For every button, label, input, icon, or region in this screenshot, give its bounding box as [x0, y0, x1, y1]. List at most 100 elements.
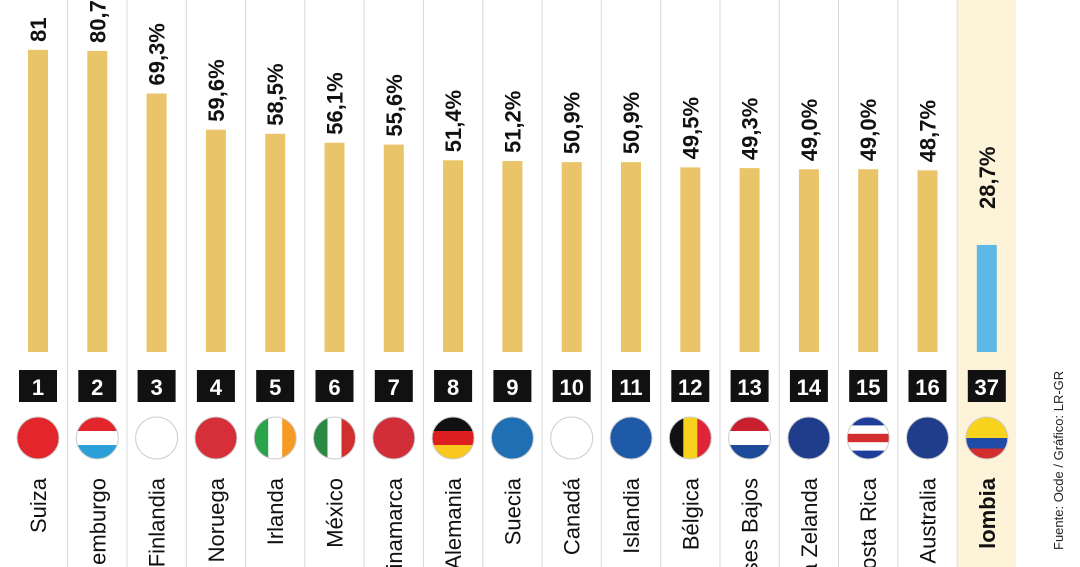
columns: 811Suiza80,72emburgo69,3%3Finlandia59,6%… — [16, 0, 1009, 567]
country-label: México — [323, 478, 348, 548]
rank: 15 — [856, 375, 880, 400]
flag — [669, 417, 712, 459]
bar — [798, 169, 819, 352]
rank: 1 — [32, 375, 44, 400]
rank: 5 — [269, 375, 281, 400]
rank: 37 — [975, 375, 999, 400]
flag-stripe — [728, 431, 771, 446]
flag-ring — [965, 416, 1009, 460]
value-label: 56,1% — [323, 72, 348, 134]
flag-stripe — [341, 417, 356, 459]
flag-ring — [75, 416, 119, 460]
value-label: 80,7 — [85, 0, 110, 43]
value-label: 48,7% — [916, 100, 941, 162]
flag-stripe — [254, 417, 269, 459]
flag-stripe — [432, 431, 475, 446]
rank: 2 — [91, 375, 103, 400]
bar — [324, 142, 345, 352]
flag-stripe — [76, 431, 119, 446]
rank-box — [552, 370, 591, 402]
country-label: Australia — [916, 477, 941, 563]
value-label: 69,3% — [145, 23, 170, 85]
flag — [787, 417, 830, 459]
flag-stripe — [268, 417, 283, 459]
flag-stripe — [76, 417, 119, 432]
flag — [610, 417, 652, 459]
rank-box — [908, 370, 947, 402]
flag-stripe — [432, 417, 475, 432]
flag-stripe — [669, 417, 684, 459]
rank-box — [789, 370, 828, 402]
rank: 9 — [506, 375, 518, 400]
flag-ring — [668, 416, 712, 460]
flag-ring — [431, 416, 475, 460]
flag-stripe — [432, 445, 475, 459]
flag-stripe — [194, 417, 237, 459]
flag-stripe — [282, 417, 297, 459]
value-label: 49,0% — [856, 99, 881, 161]
rank: 12 — [678, 375, 702, 400]
rank: 11 — [619, 375, 642, 400]
country-label: inamarca — [382, 477, 407, 567]
flag-stripe — [550, 417, 593, 459]
country-label: ses Bajos — [738, 478, 763, 567]
flag-stripe — [965, 438, 1008, 449]
flag-ring — [846, 416, 890, 460]
flag-ring — [550, 416, 594, 460]
value-label: 28,7% — [975, 147, 1000, 209]
value-label: 51,4% — [441, 90, 466, 152]
source: Fuente: Ocde / Gráfico: LR-GR — [1051, 371, 1066, 550]
flag-stripe — [847, 442, 890, 452]
rank: 8 — [447, 375, 459, 400]
country-label: Alemania — [441, 477, 466, 567]
value-label: 59,6% — [204, 59, 229, 121]
bar — [205, 129, 226, 352]
flag-ring — [906, 416, 949, 460]
bar — [383, 144, 404, 352]
value-label: 49,5% — [678, 97, 703, 159]
flag-stripe — [135, 417, 178, 459]
country-label: a Zelanda — [797, 477, 822, 567]
flag-stripe — [847, 450, 890, 459]
flag-stripe — [965, 427, 1008, 439]
rank-box — [196, 370, 235, 402]
flag-ring — [16, 416, 60, 460]
flag-stripe — [610, 417, 652, 459]
country-label: Irlanda — [263, 477, 288, 545]
flag — [194, 417, 237, 459]
rank-box — [19, 370, 57, 402]
rank: 10 — [559, 375, 583, 400]
rank-box — [374, 370, 413, 402]
country-label: Suecia — [500, 477, 525, 545]
value-label: 51,2% — [500, 91, 525, 153]
flag-stripe — [728, 445, 771, 459]
flag-ring — [490, 416, 534, 460]
flag-ring — [372, 416, 416, 460]
rank-box — [315, 370, 354, 402]
flag-stripe — [697, 417, 712, 459]
rank-box — [137, 370, 176, 402]
flag-stripe — [847, 433, 890, 443]
flag-stripe — [787, 417, 830, 459]
bar — [146, 93, 167, 353]
flag-stripe — [906, 417, 949, 459]
value-label: 50,9% — [560, 92, 585, 154]
flag-stripe — [372, 417, 415, 459]
bar — [976, 244, 997, 352]
flag-ring — [194, 416, 238, 460]
rank-box — [967, 370, 1006, 402]
bar — [917, 170, 938, 352]
flag-stripe — [327, 417, 342, 459]
flag-ring — [253, 416, 297, 460]
flag — [906, 417, 949, 459]
country-label: osta Rica — [856, 477, 881, 567]
flag-ring — [135, 416, 179, 460]
rank: 3 — [150, 375, 162, 400]
flag-ring — [609, 416, 653, 460]
country-label: Suiza — [26, 477, 51, 533]
flag-stripe — [965, 448, 1008, 459]
flag-stripe — [847, 425, 890, 435]
flag — [313, 417, 356, 459]
bar — [739, 168, 760, 352]
country-label: Bélgica — [678, 477, 703, 550]
